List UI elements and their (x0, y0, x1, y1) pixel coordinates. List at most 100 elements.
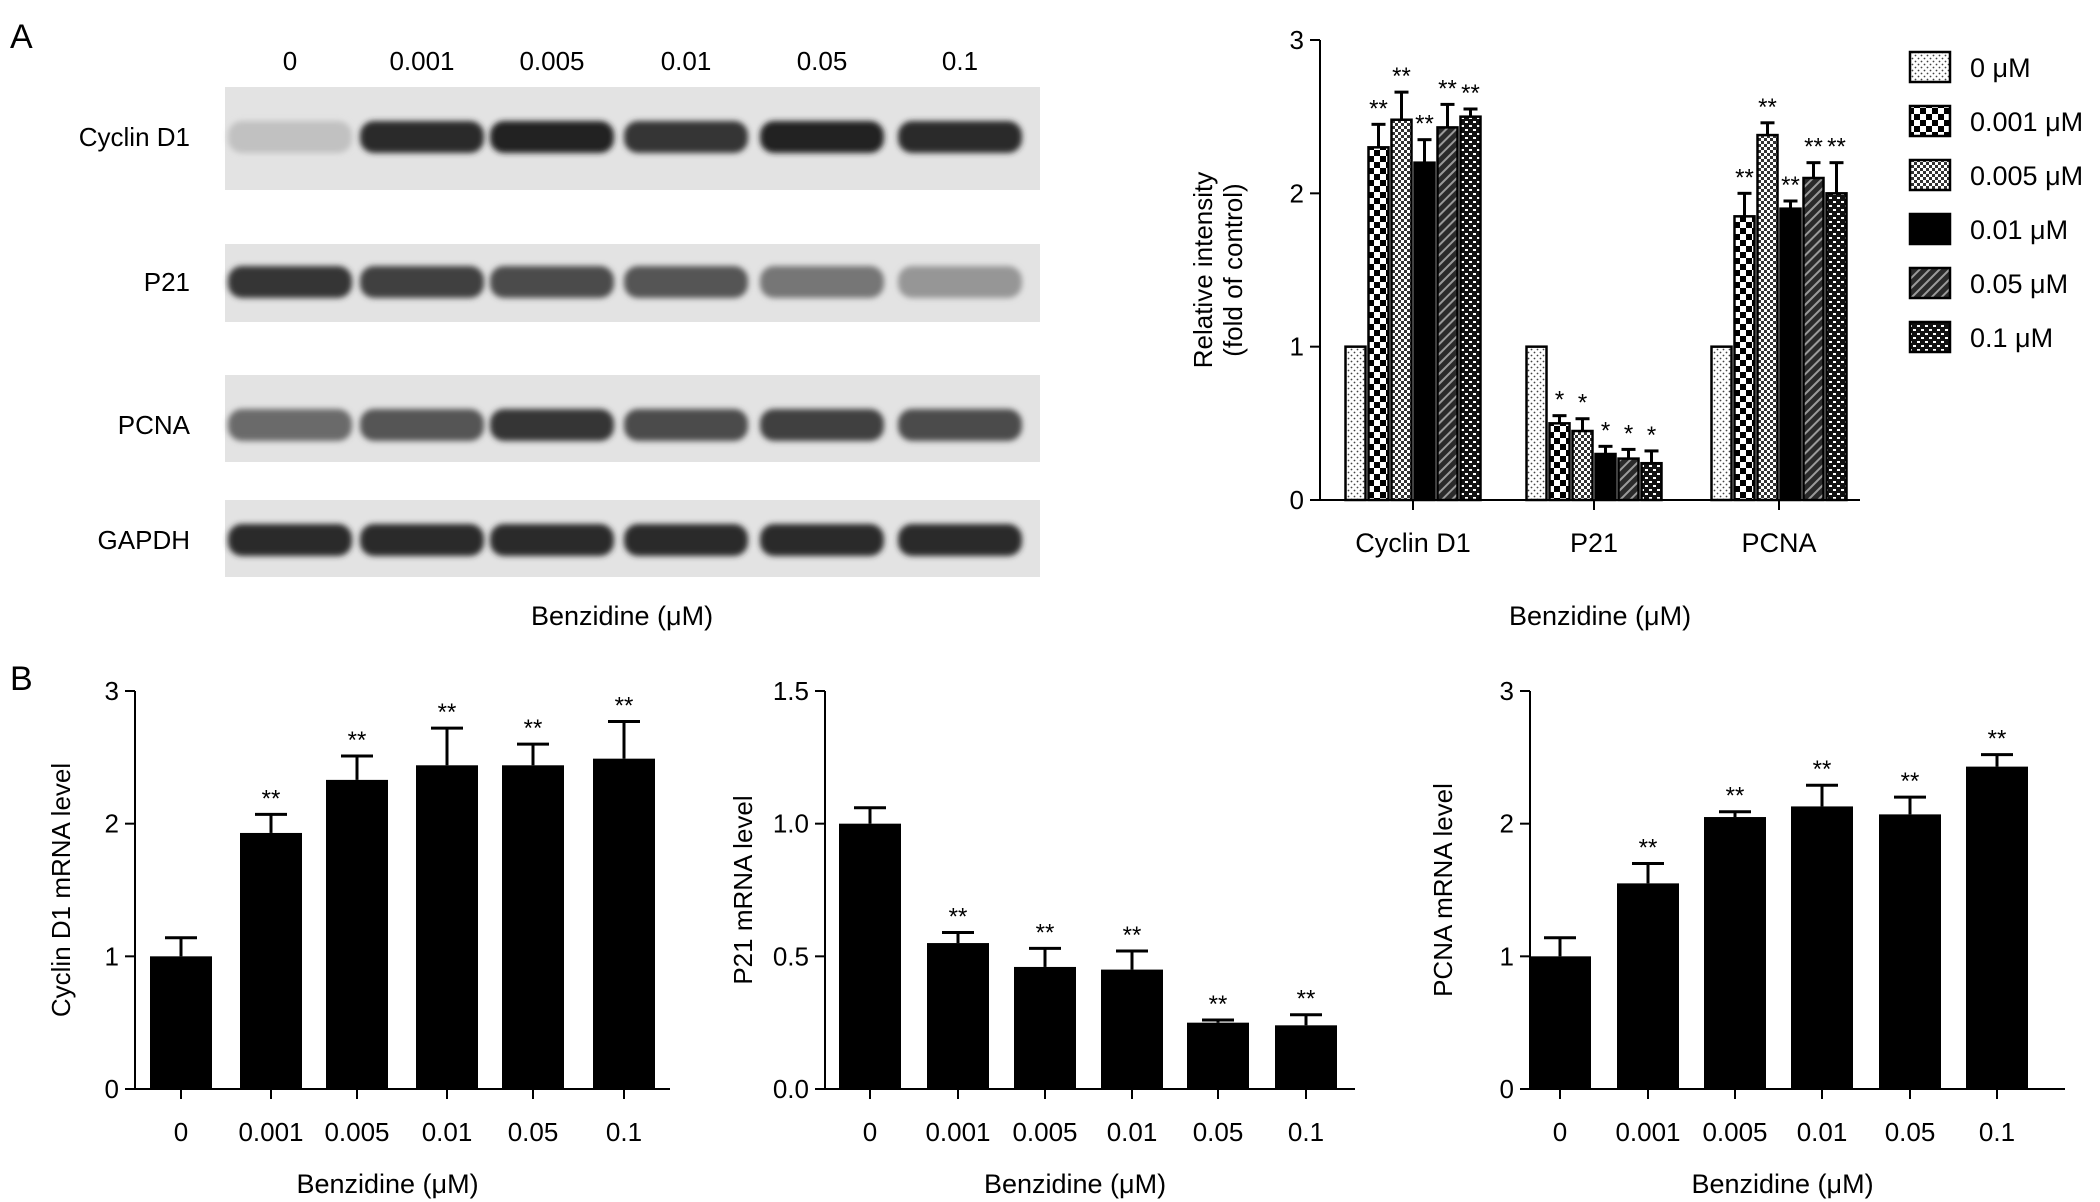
x-tick-label: 0.01 (1797, 1117, 1848, 1147)
significance-marker: ** (524, 715, 543, 742)
p21-mrna-chart: 0.0 0.5 1.0 1.5 0 ** 0.001 ** 0.005 ** 0.01 ** 0.05 *… (728, 676, 1355, 1199)
blot-band (624, 409, 748, 441)
x-tick-label: 0.1 (1288, 1117, 1324, 1147)
significance-marker: ** (1123, 922, 1142, 949)
bar (1733, 215, 1756, 502)
blot-band (490, 524, 614, 556)
x-tick-label: 0.1 (1979, 1117, 2015, 1147)
x-tick-label: 0 (863, 1117, 877, 1147)
x-axis-label: Benzidine (μM) (296, 1169, 478, 1199)
x-tick-label: 0 (1553, 1117, 1567, 1147)
bar (1617, 883, 1679, 1089)
panel-label-b: B (10, 660, 33, 698)
bar (1756, 133, 1779, 502)
bar (1594, 452, 1617, 502)
bar (1791, 806, 1853, 1089)
bar (1548, 422, 1571, 502)
significance-marker: * (1578, 390, 1587, 417)
bar (1879, 814, 1941, 1089)
significance-marker: * (1647, 422, 1656, 449)
x-tick-label: 0.001 (238, 1117, 303, 1147)
bar (1640, 461, 1663, 502)
blot-band (898, 121, 1022, 153)
blot-band (360, 524, 484, 556)
bar (1802, 176, 1825, 502)
bar (1014, 966, 1076, 1089)
blot-band (490, 409, 614, 441)
x-tick-label: 0.001 (925, 1117, 990, 1147)
lane-label: 0.05 (797, 46, 848, 76)
bar (1459, 115, 1482, 502)
blot-band (760, 524, 884, 556)
significance-marker: ** (1781, 172, 1800, 199)
legend-swatch (1908, 212, 1952, 246)
bar (1525, 345, 1548, 502)
significance-marker: ** (1726, 783, 1745, 810)
blot-band (490, 121, 614, 153)
y-axis-label: Cyclin D1 mRNA level (46, 763, 76, 1017)
bar (1413, 161, 1436, 502)
significance-marker: ** (1438, 75, 1457, 102)
y-tick-label: 0 (1500, 1074, 1514, 1104)
x-tick-label: 0.05 (508, 1117, 559, 1147)
blot-band (898, 409, 1022, 441)
bar (150, 956, 212, 1089)
y-tick-label: 1 (1290, 332, 1304, 362)
bar (326, 779, 388, 1089)
bar (1779, 207, 1802, 502)
significance-marker: ** (1392, 63, 1411, 90)
x-tick-label: 0.01 (1107, 1117, 1158, 1147)
blot-band (360, 266, 484, 298)
significance-marker: ** (1804, 134, 1823, 161)
legend-label: 0.01 μM (1970, 215, 2068, 245)
bar (416, 765, 478, 1089)
significance-marker: ** (1639, 834, 1658, 861)
significance-marker: ** (1901, 768, 1920, 795)
bar (240, 832, 302, 1089)
lane-label: 0.005 (519, 46, 584, 76)
bar (1529, 956, 1591, 1089)
blot-band (624, 121, 748, 153)
legend-swatch (1908, 266, 1952, 300)
significance-marker: ** (262, 785, 281, 812)
blot-xlabel: Benzidine (μM) (531, 601, 713, 631)
y-tick-label: 1.5 (773, 676, 809, 706)
significance-marker: ** (1827, 134, 1846, 161)
significance-marker: * (1624, 420, 1633, 447)
blot-band (360, 409, 484, 441)
bar (593, 758, 655, 1089)
x-tick-label: PCNA (1741, 528, 1816, 558)
x-tick-label: 0.05 (1885, 1117, 1936, 1147)
significance-marker: ** (1988, 726, 2007, 753)
x-tick-label: 0.1 (606, 1117, 642, 1147)
significance-marker: ** (1036, 919, 1055, 946)
y-tick-label: 1.0 (773, 809, 809, 839)
y-tick-label: 3 (105, 676, 119, 706)
significance-marker: ** (438, 699, 457, 726)
blot-band (898, 524, 1022, 556)
x-tick-label: 0.01 (422, 1117, 473, 1147)
blot-row-label: PCNA (118, 410, 191, 440)
significance-marker: ** (1735, 164, 1754, 191)
x-tick-label: Cyclin D1 (1355, 528, 1471, 558)
significance-marker: ** (1758, 94, 1777, 121)
x-tick-label: 0.005 (1702, 1117, 1767, 1147)
x-axis-label: Benzidine (μM) (1691, 1169, 1873, 1199)
bar (502, 765, 564, 1089)
legend-swatch (1908, 104, 1952, 138)
bar (1367, 146, 1390, 502)
lane-label: 0.001 (389, 46, 454, 76)
legend-label: 0.1 μM (1970, 323, 2053, 353)
y-axis-label: Relative intensity(fold of control) (1188, 172, 1248, 369)
legend-label: 0.05 μM (1970, 269, 2068, 299)
bar (1101, 969, 1163, 1089)
bar (927, 943, 989, 1089)
legend-label: 0 μM (1970, 53, 2031, 83)
blot-band (760, 121, 884, 153)
legend-swatch (1908, 50, 1952, 84)
significance-marker: ** (1369, 95, 1388, 122)
lane-label: 0.1 (942, 46, 978, 76)
bar (1825, 192, 1848, 502)
lane-label: 0 (283, 46, 297, 76)
x-tick-label: 0.005 (1012, 1117, 1077, 1147)
